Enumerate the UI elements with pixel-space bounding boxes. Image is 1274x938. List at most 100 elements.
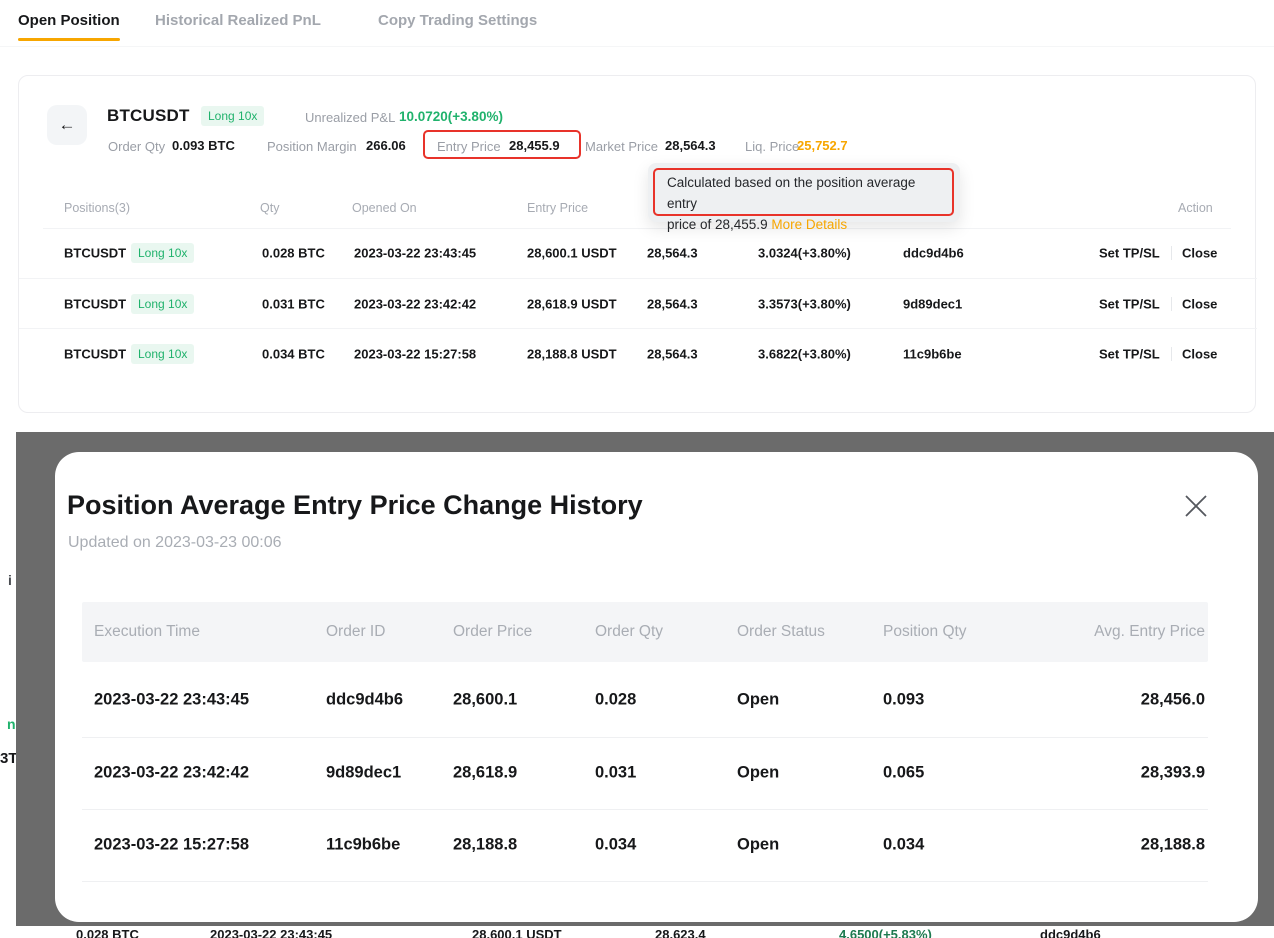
tab-historical-realized-pnl[interactable]: Historical Realized PnL <box>155 12 321 29</box>
row-divider <box>82 809 1208 810</box>
position-row: BTCUSDT Long 10x 0.031 BTC 2023-03-22 23… <box>19 278 1257 328</box>
clipped-market-price: 28,623.4 <box>655 927 706 938</box>
set-tpsl-button[interactable]: Set TP/SL <box>1099 296 1160 311</box>
clipped-background-row: 0.028 BTC 2023-03-22 23:43:45 28,600.1 U… <box>0 926 1274 938</box>
row-order-id: 11c9b6be <box>903 346 962 361</box>
position-margin-label: Position Margin <box>267 139 357 154</box>
close-position-button[interactable]: Close <box>1182 296 1218 311</box>
col-header-order-price: Order Price <box>453 623 533 640</box>
row-entry-price: 28,600.1 USDT <box>527 245 617 261</box>
clipped-pnl: 4.6500(+5.83%) <box>839 927 932 938</box>
cell-order-status: Open <box>737 690 780 709</box>
row-order-id: ddc9d4b6 <box>903 245 964 261</box>
action-divider <box>1171 296 1172 311</box>
cell-execution-time: 2023-03-22 15:27:58 <box>94 835 250 854</box>
row-entry-price: 28,188.8 USDT <box>527 346 617 361</box>
entry-price-value: 28,455.9 <box>509 138 560 153</box>
col-header-order-status: Order Status <box>737 623 825 640</box>
cell-position-qty: 0.093 <box>883 690 925 709</box>
action-divider <box>1171 346 1172 361</box>
modal-updated-timestamp: Updated on 2023-03-23 00:06 <box>68 534 282 551</box>
row-opened-on: 2023-03-22 23:42:42 <box>354 296 477 311</box>
tooltip-text-line1: Calculated based on the position average… <box>667 175 916 211</box>
modal-title: Position Average Entry Price Change Hist… <box>67 490 643 520</box>
tab-copy-trading-settings[interactable]: Copy Trading Settings <box>378 12 538 29</box>
history-row: 2023-03-22 23:43:45 ddc9d4b6 28,600.1 0.… <box>82 664 1208 736</box>
clipped-order-id: ddc9d4b6 <box>1040 927 1101 938</box>
col-header-qty: Qty <box>260 201 280 215</box>
col-header-position-qty: Position Qty <box>883 623 967 640</box>
row-side-badge: Long 10x <box>131 343 195 364</box>
position-side-badge: Long 10x <box>201 106 265 126</box>
clipped-background-text: 3T <box>0 750 18 767</box>
row-qty: 0.031 BTC <box>262 296 325 311</box>
row-symbol: BTCUSDT <box>64 296 127 311</box>
tab-open-position[interactable]: Open Position <box>18 12 120 41</box>
cell-order-status: Open <box>737 763 780 782</box>
cell-order-id: 9d89dec1 <box>326 763 402 782</box>
cell-order-price: 28,618.9 <box>453 763 518 782</box>
back-button[interactable]: ← <box>47 105 87 145</box>
cell-execution-time: 2023-03-22 23:42:42 <box>94 763 250 782</box>
set-tpsl-button[interactable]: Set TP/SL <box>1099 245 1160 261</box>
unrealized-pnl-value: 10.0720(+3.80%) <box>399 109 503 124</box>
market-price-value: 28,564.3 <box>665 138 716 153</box>
row-unrealized-pnl: 3.0324(+3.80%) <box>758 245 851 261</box>
avg-entry-price-tooltip: Calculated based on the position average… <box>648 163 960 232</box>
more-details-link[interactable]: More Details <box>771 217 848 232</box>
row-order-id: 9d89dec1 <box>903 296 963 311</box>
row-opened-on: 2023-03-22 15:27:58 <box>354 346 477 361</box>
cell-avg-entry-price: 28,456.0 <box>1140 690 1205 709</box>
entry-price-label: Entry Price <box>437 139 501 154</box>
market-price-label: Market Price <box>585 139 658 154</box>
action-divider <box>1171 246 1172 260</box>
modal-table-header: Execution Time Order ID Order Price Orde… <box>82 602 1208 662</box>
tooltip-text-line2: price of 28,455.9 <box>667 217 768 232</box>
cell-order-price: 28,600.1 <box>453 690 518 709</box>
row-qty: 0.028 BTC <box>262 245 325 261</box>
header-divider <box>43 228 1231 229</box>
row-qty: 0.034 BTC <box>262 346 325 361</box>
row-unrealized-pnl: 3.3573(+3.80%) <box>758 296 851 311</box>
cell-order-status: Open <box>737 835 780 854</box>
row-divider <box>82 737 1208 738</box>
liq-price-value: 25,752.7 <box>797 138 848 153</box>
position-row: BTCUSDT Long 10x 0.034 BTC 2023-03-22 15… <box>19 328 1257 378</box>
tooltip-annotation-box <box>653 168 954 216</box>
history-row: 2023-03-22 23:42:42 9d89dec1 28,618.9 0.… <box>82 737 1208 809</box>
cell-avg-entry-price: 28,188.8 <box>1140 835 1205 854</box>
back-arrow-icon: ← <box>58 115 76 134</box>
cell-order-qty: 0.031 <box>595 763 637 782</box>
col-header-opened-on: Opened On <box>352 201 417 215</box>
row-unrealized-pnl: 3.6822(+3.80%) <box>758 346 851 361</box>
clipped-background-text: n <box>7 716 16 732</box>
clipped-background-text: i <box>8 572 12 588</box>
row-market-price: 28,564.3 <box>647 296 698 311</box>
cell-order-price: 28,188.8 <box>453 835 518 854</box>
position-card: ← BTCUSDT Long 10x Unrealized P&L 10.072… <box>18 75 1257 413</box>
clipped-qty: 0.028 BTC <box>76 927 139 938</box>
clipped-entry-price: 28,600.1 USDT <box>472 927 562 938</box>
row-opened-on: 2023-03-22 23:43:45 <box>354 245 477 261</box>
order-qty-value: 0.093 BTC <box>172 138 235 153</box>
avg-entry-price-history-modal: Position Average Entry Price Change Hist… <box>55 452 1258 922</box>
set-tpsl-button[interactable]: Set TP/SL <box>1099 346 1160 361</box>
cell-order-id: 11c9b6be <box>326 835 401 854</box>
col-header-action: Action <box>1178 201 1213 215</box>
row-entry-price: 28,618.9 USDT <box>527 296 617 311</box>
clipped-opened-on: 2023-03-22 23:43:45 <box>210 927 333 938</box>
cell-avg-entry-price: 28,393.9 <box>1140 763 1205 782</box>
row-market-price: 28,564.3 <box>647 346 698 361</box>
unrealized-pnl-label: Unrealized P&L <box>305 110 396 125</box>
row-side-badge: Long 10x <box>131 243 195 263</box>
history-row: 2023-03-22 15:27:58 11c9b6be 28,188.8 0.… <box>82 809 1208 881</box>
row-side-badge: Long 10x <box>131 293 195 314</box>
cell-position-qty: 0.065 <box>883 763 925 782</box>
row-symbol: BTCUSDT <box>64 346 127 361</box>
entry-price-annotation-box <box>423 130 581 159</box>
row-market-price: 28,564.3 <box>647 245 698 261</box>
close-icon[interactable] <box>1182 492 1210 520</box>
close-position-button[interactable]: Close <box>1182 245 1218 261</box>
close-position-button[interactable]: Close <box>1182 346 1218 361</box>
cell-execution-time: 2023-03-22 23:43:45 <box>94 690 250 709</box>
